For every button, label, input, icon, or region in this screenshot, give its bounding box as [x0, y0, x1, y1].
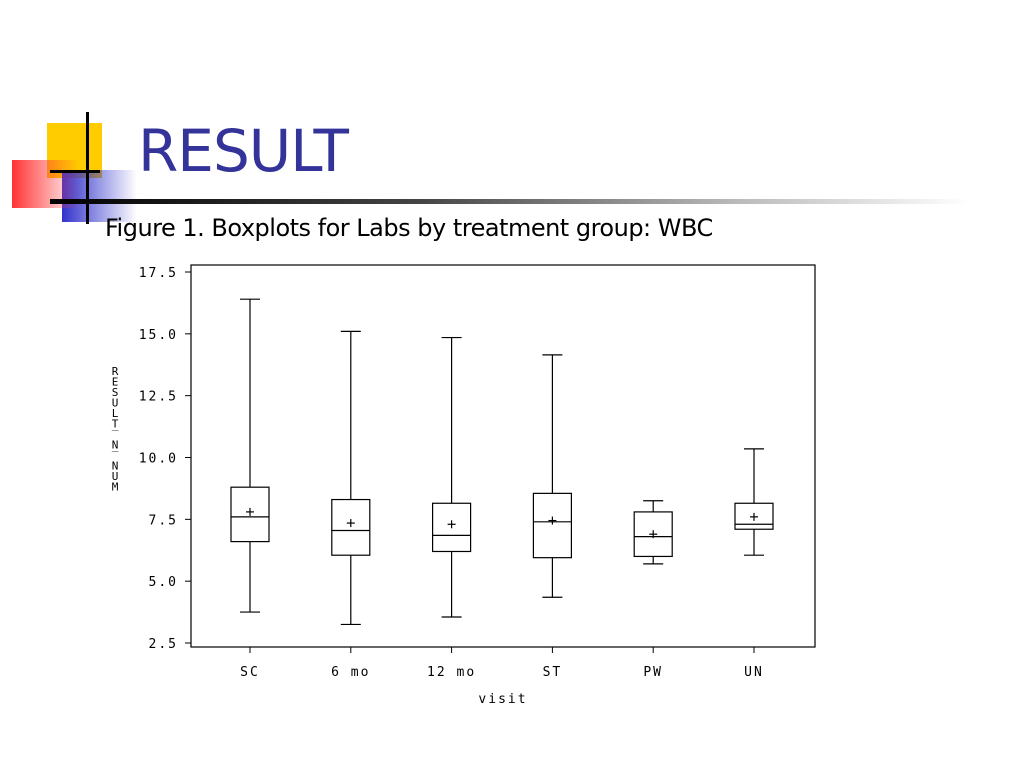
title-divider — [50, 199, 970, 204]
box-12-mo — [432, 336, 472, 618]
figure-caption: Figure 1. Boxplots for Labs by treatment… — [105, 214, 713, 242]
iqr-box — [230, 486, 270, 543]
y-tick-label: 15.0 — [139, 328, 178, 343]
x-axis: SC 6 mo 12 mo ST PW UN — [240, 647, 764, 680]
box-sc — [230, 298, 270, 613]
y-tick-label: 10.0 — [139, 452, 178, 467]
y-tick-label: 2.5 — [149, 637, 178, 652]
iqr-box — [331, 498, 371, 556]
x-tick-label: SC — [240, 665, 260, 680]
y-tick-label: 12.5 — [139, 390, 178, 405]
y-tick-label: 17.5 — [139, 266, 178, 281]
x-tick-label: PW — [643, 665, 663, 680]
boxes-group — [230, 298, 774, 626]
x-tick-label: 6 mo — [331, 665, 370, 680]
y-tick-label: 5.0 — [149, 575, 178, 590]
x-tick-label: 12 mo — [427, 665, 476, 680]
iqr-box — [734, 502, 774, 530]
y-tick-label: 7.5 — [149, 513, 178, 528]
box-un — [734, 448, 774, 556]
decoration-squares-icon — [12, 112, 137, 224]
x-axis-label: visit — [478, 692, 527, 707]
box-st — [532, 354, 573, 598]
x-tick-label: UN — [744, 665, 764, 680]
plot-frame — [190, 264, 816, 648]
y-axis-label-text: R E S U L T ‾ N ‾ N U M — [112, 365, 119, 494]
slide-title: RESULT — [138, 117, 349, 185]
y-axis: 2.5 5.0 7.5 10.0 12.5 15.0 17.5 — [139, 266, 191, 652]
x-tick-label: ST — [543, 665, 563, 680]
box-6-mo — [331, 330, 371, 626]
iqr-box — [432, 502, 472, 553]
iqr-box — [532, 492, 573, 559]
iqr-box — [633, 511, 673, 558]
y-axis-label: R E S U L T ‾ N ‾ N U M — [112, 365, 119, 494]
box-pw — [633, 500, 673, 565]
